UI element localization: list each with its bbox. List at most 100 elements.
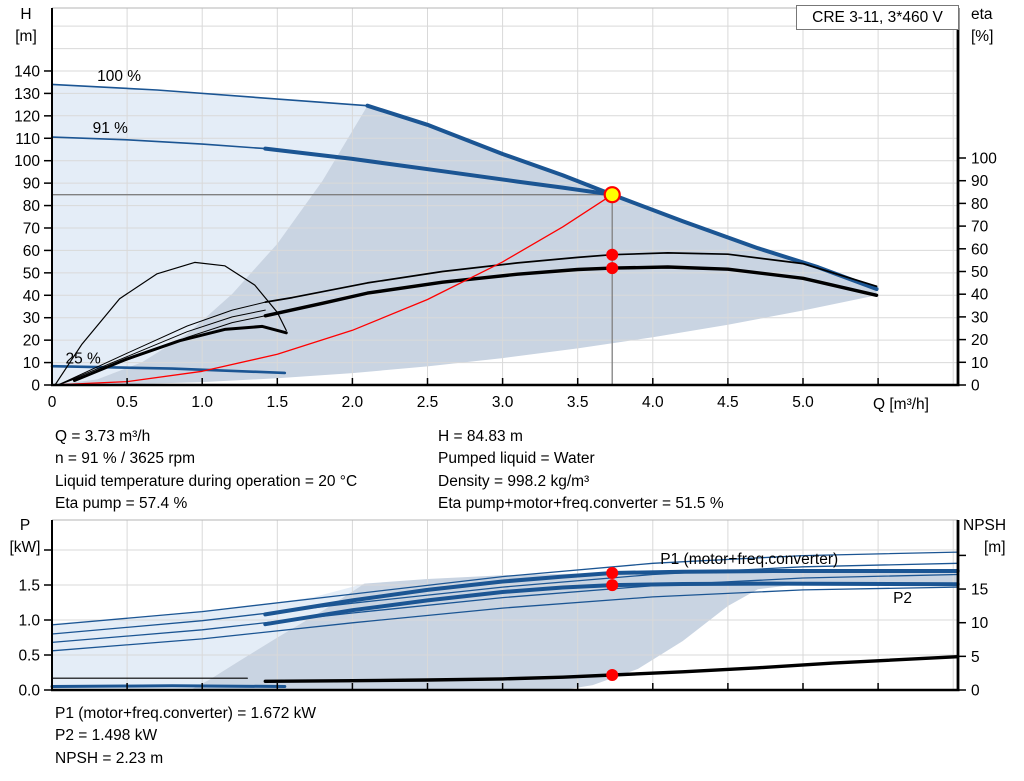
svg-text:70: 70 bbox=[971, 219, 989, 236]
curve-npsh bbox=[263, 655, 960, 683]
svg-text:4.5: 4.5 bbox=[717, 394, 739, 411]
readout-speed: n = 91 % / 3625 rpm bbox=[55, 450, 196, 468]
label-100pct: 100 % bbox=[97, 68, 141, 85]
p1-fan-4 bbox=[51, 586, 959, 652]
speed-range-area bbox=[52, 84, 368, 386]
curve-p2 bbox=[263, 581, 960, 627]
svg-text:140: 140 bbox=[14, 63, 40, 80]
svg-text:60: 60 bbox=[971, 241, 989, 258]
svg-text:0.0: 0.0 bbox=[18, 683, 40, 700]
svg-text:100: 100 bbox=[971, 151, 997, 168]
readout-temperature: Liquid temperature during operation = 20… bbox=[55, 472, 358, 490]
readout-liquid: Pumped liquid = Water bbox=[438, 450, 595, 468]
readout-head: H = 84.83 m bbox=[438, 428, 523, 445]
curve-25pct bbox=[50, 364, 287, 375]
svg-text:5.0: 5.0 bbox=[792, 394, 814, 411]
axis-title-npsh-unit: [m] bbox=[984, 539, 1006, 556]
svg-text:100: 100 bbox=[14, 153, 40, 170]
svg-text:70: 70 bbox=[23, 220, 41, 237]
pump-type-label: CRE 3-11, 3*460 V bbox=[796, 5, 959, 30]
eta-25pct bbox=[73, 324, 288, 382]
axis-title-h-unit: [m] bbox=[15, 28, 37, 45]
svg-text:2.5: 2.5 bbox=[417, 394, 439, 411]
svg-text:1.5: 1.5 bbox=[267, 394, 289, 411]
operating-envelope-area bbox=[52, 105, 877, 385]
svg-text:0: 0 bbox=[31, 378, 40, 395]
svg-text:30: 30 bbox=[971, 309, 989, 326]
axis-title-eta-unit: [%] bbox=[971, 28, 994, 45]
axis-title-q: Q [m³/h] bbox=[873, 396, 929, 413]
eta-pump-curve bbox=[264, 252, 878, 303]
duty-readout-right: H = 84.83 m Pumped liquid = Water Densit… bbox=[438, 426, 724, 515]
curve-91pct bbox=[263, 146, 615, 197]
eta-fan-1 bbox=[57, 301, 266, 386]
power-readout: P1 (motor+freq.converter) = 1.672 kW P2 … bbox=[55, 703, 316, 770]
svg-text:20: 20 bbox=[971, 332, 989, 349]
label-25pct: 25 % bbox=[66, 351, 102, 368]
axis-title-eta: eta bbox=[971, 6, 993, 23]
system-curve bbox=[51, 194, 613, 386]
svg-text:1.0: 1.0 bbox=[191, 394, 213, 411]
svg-text:40: 40 bbox=[971, 287, 989, 304]
axis-title-p: P bbox=[19, 517, 31, 534]
qh-chart: 0 0.5 1.0 1.5 2.0 2.5 3.0 3.5 4.0 4.5 5.0 0 10 20 30 40… bbox=[14, 7, 997, 411]
svg-text:2.0: 2.0 bbox=[342, 394, 364, 411]
svg-text:90: 90 bbox=[23, 176, 41, 193]
svg-text:10: 10 bbox=[23, 355, 41, 372]
svg-text:15: 15 bbox=[971, 582, 988, 599]
svg-text:0: 0 bbox=[48, 394, 57, 411]
svg-text:20: 20 bbox=[23, 333, 41, 350]
p1-fan-2 bbox=[51, 562, 959, 635]
duty-readout-left: Q = 3.73 m³/h n = 91 % / 3625 rpm Liquid… bbox=[55, 426, 357, 515]
svg-text:50: 50 bbox=[971, 264, 989, 281]
p1-fan-3 bbox=[51, 573, 959, 644]
eta-total-point bbox=[606, 262, 619, 275]
label-91pct: 91 % bbox=[93, 120, 129, 137]
eta-arc-100pct bbox=[54, 261, 287, 386]
svg-text:1.5: 1.5 bbox=[18, 578, 40, 595]
svg-text:3.5: 3.5 bbox=[567, 394, 589, 411]
svg-text:3.0: 3.0 bbox=[492, 394, 514, 411]
svg-text:0.5: 0.5 bbox=[18, 648, 40, 665]
svg-text:120: 120 bbox=[14, 108, 40, 125]
curve-100pct bbox=[51, 83, 369, 107]
p2-curve-label: P2 bbox=[893, 590, 912, 607]
power-npsh-chart: 0.0 0.5 1.0 1.5 0 5 10 15 P1 (motor+freq.convert… bbox=[18, 519, 989, 700]
svg-text:30: 30 bbox=[23, 310, 41, 327]
eta-pump-point bbox=[606, 248, 619, 261]
svg-text:0: 0 bbox=[971, 378, 980, 395]
svg-text:1.0: 1.0 bbox=[18, 613, 40, 630]
svg-text:130: 130 bbox=[14, 86, 40, 103]
readout-density: Density = 998.2 kg/m³ bbox=[438, 472, 590, 490]
axis-title-p-unit: [kW] bbox=[9, 539, 41, 556]
svg-text:50: 50 bbox=[23, 265, 41, 282]
svg-text:60: 60 bbox=[23, 243, 41, 260]
eta-fan-2 bbox=[57, 309, 266, 386]
readout-flow: Q = 3.73 m³/h bbox=[55, 428, 151, 445]
p1-curve-label: P1 (motor+freq.converter) bbox=[660, 551, 838, 568]
axis-title-npsh: NPSH bbox=[963, 517, 1007, 534]
p1-fan-1 bbox=[51, 551, 959, 626]
p1-point bbox=[606, 567, 619, 579]
svg-text:110: 110 bbox=[15, 131, 40, 148]
svg-text:4.0: 4.0 bbox=[642, 394, 664, 411]
svg-text:10: 10 bbox=[971, 615, 989, 632]
p2-point bbox=[606, 579, 619, 592]
readout-npsh: NPSH = 2.23 m bbox=[55, 749, 164, 767]
readout-eta-total: Eta pump+motor+freq.converter = 51.5 % bbox=[438, 494, 724, 512]
eta-total-curve bbox=[263, 265, 879, 318]
axis-title-h: H bbox=[20, 6, 32, 23]
svg-text:10: 10 bbox=[971, 355, 989, 372]
svg-text:0.5: 0.5 bbox=[116, 394, 138, 411]
curve-91pct-thin bbox=[51, 136, 267, 150]
readout-p2: P2 = 1.498 kW bbox=[55, 727, 158, 745]
readout-eta-pump: Eta pump = 57.4 % bbox=[55, 494, 188, 512]
svg-text:80: 80 bbox=[971, 196, 989, 213]
curve-p-25pct bbox=[50, 684, 287, 688]
readout-p1: P1 (motor+freq.converter) = 1.672 kW bbox=[55, 705, 317, 722]
duty-point bbox=[603, 186, 621, 204]
npsh-point bbox=[606, 669, 619, 681]
svg-text:40: 40 bbox=[23, 288, 41, 305]
